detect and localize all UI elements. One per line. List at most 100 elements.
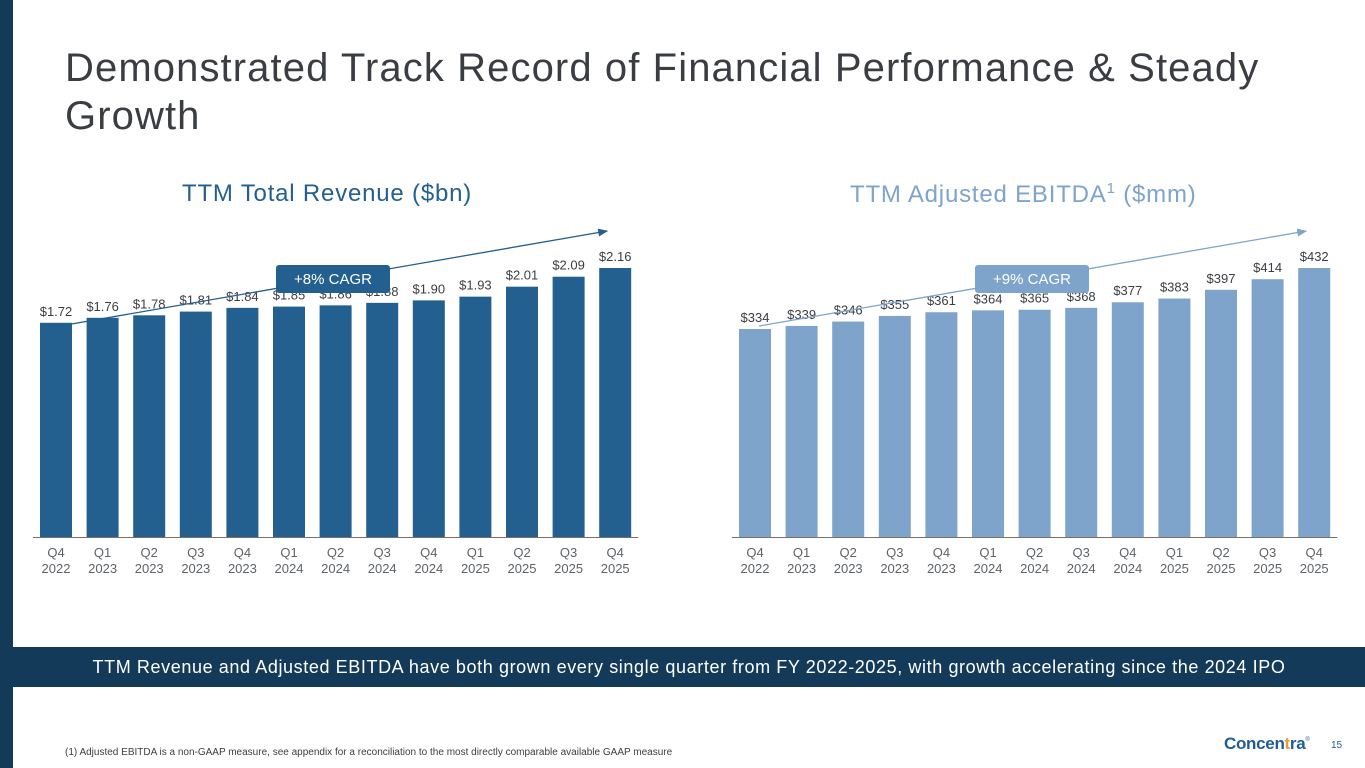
x-tick-label-year: 2025 [1253,561,1282,576]
page-number: 15 [1331,740,1343,751]
bar [226,307,259,537]
bar [40,322,72,537]
charts-canvas: $1.72Q42022$1.76Q12023$1.78Q22023$1.81Q3… [33,228,1338,576]
bar [878,315,911,537]
x-tick-label-year: 2025 [1300,561,1329,576]
x-tick-label-quarter: Q4 [47,545,64,560]
bar [832,321,865,537]
summary-banner: TTM Revenue and Adjusted EBITDA have bot… [0,647,1365,687]
x-tick-label-year: 2024 [1020,561,1049,576]
data-label: $383 [1160,280,1189,295]
x-tick-label-year: 2022 [741,561,770,576]
bar [1298,268,1331,537]
x-tick-label-quarter: Q3 [886,545,903,560]
bar [133,315,166,537]
bar [459,296,492,537]
x-tick-label-year: 2022 [42,561,71,576]
x-tick-label-year: 2023 [834,561,863,576]
bar [1111,302,1144,537]
footnote-marker: 1 [1106,180,1116,197]
bar [86,317,119,537]
x-tick-label-quarter: Q2 [1026,545,1043,560]
data-label: $1.78 [133,296,166,311]
x-tick-label-year: 2024 [974,561,1003,576]
data-label: $1.76 [86,299,119,314]
bar [273,306,305,537]
revenue-chart-title: TTM Total Revenue ($bn) [182,180,473,207]
x-tick-label-quarter: Q3 [1259,545,1276,560]
bar [412,300,445,537]
x-tick-label-quarter: Q2 [1212,545,1229,560]
x-tick-label-quarter: Q1 [467,545,484,560]
bar [1065,307,1098,537]
x-tick-label-year: 2023 [181,561,210,576]
data-label: $1.90 [413,281,446,296]
revenue-bar-chart: $1.72Q42022$1.76Q12023$1.78Q22023$1.81Q3… [33,228,639,576]
cagr-badge [975,265,1089,293]
x-tick-label-quarter: Q2 [327,545,344,560]
logo-text-start: Concen [1224,734,1285,753]
data-label: $397 [1207,271,1236,286]
data-label: $432 [1300,249,1329,264]
ebitda-chart-title: TTM Adjusted EBITDA1 ($mm) [850,180,1197,209]
x-tick-label-year: 2023 [88,561,117,576]
x-tick-label-quarter: Q1 [1166,545,1183,560]
data-label: $377 [1113,283,1142,298]
data-label: $364 [974,291,1003,306]
x-tick-label-quarter: Q4 [746,545,763,560]
x-tick-label-year: 2023 [135,561,164,576]
logo-plus-mark: t [1284,734,1291,753]
x-tick-label-year: 2024 [414,561,443,576]
x-tick-label-quarter: Q1 [793,545,810,560]
x-tick-label-quarter: Q2 [513,545,530,560]
x-tick-label-year: 2023 [880,561,909,576]
data-label: $2.16 [599,249,632,264]
x-tick-label-quarter: Q4 [1306,545,1323,560]
x-tick-label-quarter: Q3 [187,545,204,560]
ebitda-bar-chart: $334Q42022$339Q12023$346Q22023$355Q32023… [732,228,1338,576]
data-label: $334 [741,310,770,325]
x-tick-label-year: 2025 [1207,561,1236,576]
bar [506,286,538,537]
x-tick-label-quarter: Q4 [1119,545,1136,560]
bar [552,276,585,537]
x-tick-label-year: 2024 [368,561,397,576]
data-label: $361 [927,293,956,308]
x-tick-label-year: 2025 [1160,561,1189,576]
bar [599,268,632,537]
x-tick-label-quarter: Q2 [840,545,857,560]
x-tick-label-quarter: Q1 [280,545,297,560]
bar [319,305,352,537]
x-tick-label-year: 2025 [601,561,630,576]
data-label: $365 [1020,291,1049,306]
x-tick-label-year: 2023 [228,561,257,576]
left-accent-stripe [0,0,13,768]
data-label: $2.01 [506,268,539,283]
footnote: (1) Adjusted EBITDA is a non-GAAP measur… [65,747,673,758]
x-tick-label-quarter: Q3 [1073,545,1090,560]
bar [1158,298,1191,537]
x-tick-label-year: 2023 [927,561,956,576]
data-label: $414 [1253,260,1282,275]
data-label: $2.09 [552,258,585,273]
registered-mark: ® [1305,737,1310,743]
x-tick-label-year: 2024 [275,561,304,576]
x-tick-label-year: 2025 [508,561,537,576]
x-tick-label-year: 2024 [1067,561,1096,576]
bar [366,302,399,537]
bar [1205,289,1237,537]
x-tick-label-quarter: Q4 [420,545,437,560]
cagr-badge [276,265,390,293]
x-tick-label-quarter: Q2 [141,545,158,560]
x-tick-label-quarter: Q1 [94,545,111,560]
x-tick-label-quarter: Q3 [560,545,577,560]
bar [925,312,958,537]
x-tick-label-year: 2024 [1113,561,1142,576]
ebitda-title-main: TTM Adjusted EBITDA [850,181,1107,208]
bar [785,325,818,537]
bar [739,329,771,537]
bar [179,311,212,537]
bar [1251,279,1284,537]
x-tick-label-quarter: Q4 [607,545,624,560]
x-tick-label-quarter: Q4 [234,545,251,560]
